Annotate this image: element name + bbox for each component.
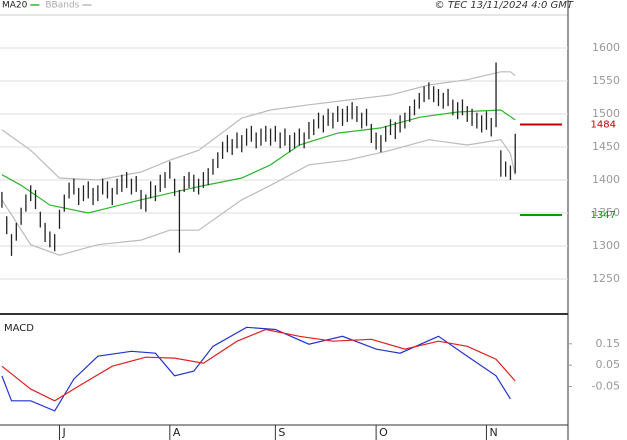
x-tick-label: J — [61, 426, 65, 439]
y-tick-label: 1600 — [592, 41, 620, 54]
panel-title: MACD — [4, 323, 34, 334]
x-tick-label: N — [489, 426, 497, 439]
y-tick-label: 0.15 — [596, 337, 621, 350]
y-tick-label: 1250 — [592, 272, 620, 285]
x-tick-label: S — [278, 426, 285, 439]
band-upper — [1, 71, 516, 181]
x-tick-label: O — [379, 426, 388, 439]
y-tick-label: -0.05 — [592, 380, 620, 393]
macd-line — [1, 326, 511, 412]
macd-line — [1, 328, 516, 402]
x-tick-label: A — [173, 426, 181, 439]
y-tick-label: 1450 — [592, 140, 620, 153]
y-tick-label: 1550 — [592, 74, 620, 87]
level-label: 1347 — [591, 210, 616, 221]
ma-line — [1, 109, 516, 214]
y-tick-label: 1350 — [592, 206, 620, 219]
y-tick-label: 0.05 — [596, 358, 621, 371]
y-tick-label: 1400 — [592, 173, 620, 186]
y-tick-label: 1300 — [592, 239, 620, 252]
y-tick-label: 1500 — [592, 107, 620, 120]
level-label: 1484 — [591, 120, 616, 131]
legend-label: MA20 — [2, 1, 28, 11]
source: © TEC 13/11/2024 4:0 GMT — [435, 0, 574, 11]
band-lower — [1, 139, 516, 256]
legend-label: BBands — [45, 1, 79, 11]
